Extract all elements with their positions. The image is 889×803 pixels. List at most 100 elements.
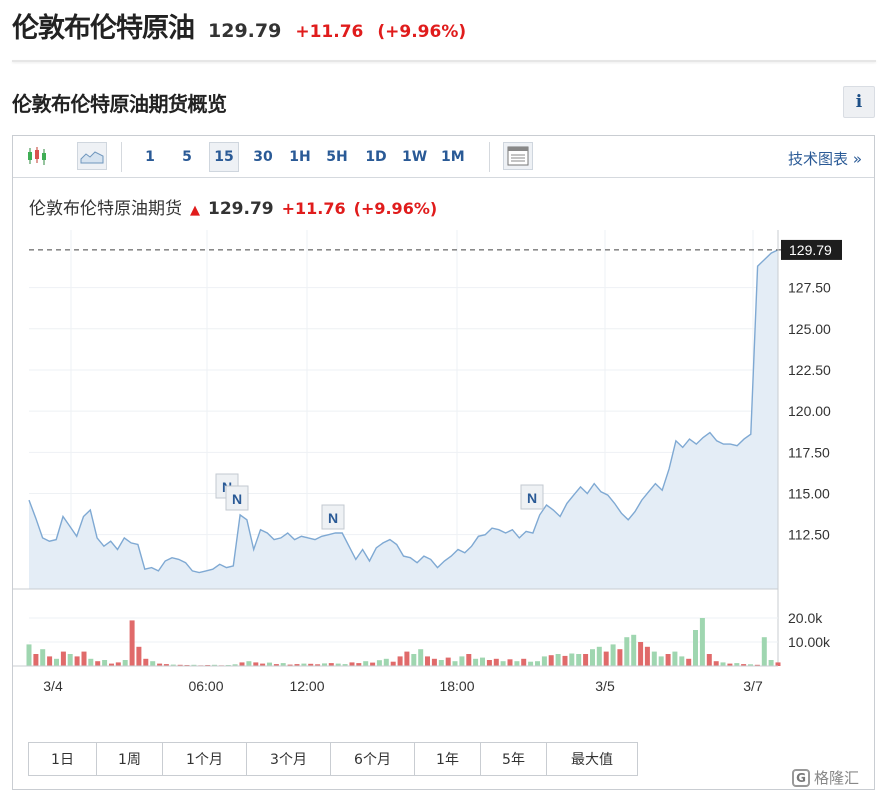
- volume-bar: [322, 663, 327, 666]
- watermark-logo-icon: G: [792, 768, 810, 787]
- interval-15[interactable]: 15: [209, 142, 239, 172]
- range-5y[interactable]: 5年: [481, 743, 547, 775]
- info-button[interactable]: i: [843, 86, 875, 118]
- volume-bar: [411, 654, 417, 666]
- news-marker: [321, 504, 345, 530]
- volume-bar: [521, 658, 527, 666]
- table-icon[interactable]: [503, 142, 533, 170]
- volume-bar: [775, 662, 781, 666]
- range-3m[interactable]: 3个月: [247, 743, 331, 775]
- volume-bar: [727, 663, 733, 666]
- news-marker: [520, 484, 544, 510]
- volume-bar: [686, 658, 692, 666]
- chart-instrument-name: 伦敦布伦特原油期货: [29, 199, 182, 219]
- interval-5[interactable]: 5: [182, 149, 192, 165]
- volume-bar: [459, 656, 465, 666]
- volume-bar: [253, 662, 259, 666]
- volume-bar: [390, 661, 396, 666]
- interval-1m[interactable]: 1M: [441, 149, 465, 165]
- volume-bar: [102, 660, 108, 666]
- volume-bar: [356, 663, 362, 666]
- header-divider: [12, 60, 876, 62]
- volume-bar: [74, 656, 80, 666]
- candlestick-icon[interactable]: [23, 142, 53, 170]
- volume-bar: [177, 664, 183, 666]
- toolbar-divider: [489, 142, 490, 172]
- range-6m[interactable]: 6个月: [331, 743, 415, 775]
- interval-5h[interactable]: 5H: [326, 149, 348, 165]
- y-tick-label: 125.00: [788, 321, 831, 337]
- volume-bar: [665, 654, 671, 666]
- volume-bar: [617, 649, 623, 666]
- x-tick-label: 12:00: [289, 678, 324, 694]
- volume-bar: [500, 661, 506, 666]
- last-price-label: 129.79: [789, 242, 832, 258]
- chart-title: 伦敦布伦特原油期货 ▲ 129.79 +11.76 (+9.96%): [29, 194, 437, 219]
- price-chart[interactable]: 112.50 115.00 117.50 120.00 122.50 125.00 127.…: [13, 136, 874, 736]
- x-tick-label: 18:00: [439, 678, 474, 694]
- area-chart-icon[interactable]: [77, 142, 107, 170]
- volume-bar: [576, 654, 582, 666]
- range-1y[interactable]: 1年: [415, 743, 481, 775]
- volume-bar: [418, 649, 424, 666]
- x-tick-label: 3/4: [43, 678, 63, 694]
- volume-bar: [315, 664, 321, 666]
- volume-bar: [562, 655, 568, 666]
- volume-bar: [47, 656, 53, 666]
- interval-1d[interactable]: 1D: [365, 149, 387, 165]
- volume-bar: [535, 661, 540, 666]
- volume-bar: [651, 651, 657, 666]
- volume-bar: [768, 660, 774, 666]
- volume-bar: [170, 664, 176, 666]
- volume-bar: [260, 663, 266, 666]
- range-1w[interactable]: 1周: [97, 743, 163, 775]
- range-max[interactable]: 最大值: [571, 752, 613, 768]
- volume-bar: [67, 654, 73, 666]
- volume-bar: [115, 662, 121, 666]
- interval-30[interactable]: 30: [253, 149, 273, 165]
- range-1m[interactable]: 1个月: [163, 743, 247, 775]
- volume-bar: [741, 664, 747, 666]
- volume-bar: [40, 649, 46, 666]
- volume-bar: [638, 642, 644, 666]
- toolbar-divider: [121, 142, 122, 172]
- volume-bar: [555, 654, 561, 666]
- volume-bar: [679, 656, 685, 666]
- volume-bar: [404, 651, 410, 666]
- volume-bar: [528, 661, 534, 666]
- volume-bar: [452, 661, 458, 666]
- volume-bar: [328, 663, 334, 666]
- volume-bar: [239, 662, 245, 666]
- volume-bar: [26, 644, 32, 666]
- volume-bar: [301, 663, 307, 666]
- price-change-percent: (+9.96%): [377, 22, 467, 42]
- volume-bar: [480, 657, 485, 666]
- volume-bar: [473, 658, 479, 666]
- volume-bar: [376, 660, 382, 666]
- volume-bar: [88, 658, 94, 666]
- volume-bar: [163, 664, 169, 666]
- range-1d[interactable]: 1日: [29, 743, 97, 775]
- volume-bar: [603, 651, 609, 666]
- interval-1[interactable]: 1: [145, 149, 155, 165]
- volume-bar: [129, 620, 135, 666]
- last-price: 129.79: [208, 20, 282, 42]
- last-price-tag: [781, 239, 842, 260]
- volume-bar: [363, 661, 369, 666]
- volume-bar: [157, 663, 163, 666]
- volume-bar: [644, 646, 650, 666]
- interval-1h[interactable]: 1H: [289, 149, 311, 165]
- volume-bar: [713, 661, 719, 666]
- volume-bar: [431, 658, 437, 666]
- volume-bar: [590, 649, 595, 666]
- interval-1w[interactable]: 1W: [402, 149, 428, 165]
- volume-bar: [273, 664, 279, 666]
- volume-bar: [466, 654, 472, 666]
- volume-bar: [658, 656, 664, 666]
- volume-bar: [507, 659, 513, 666]
- volume-bar: [143, 658, 149, 666]
- volume-bar: [122, 660, 128, 666]
- technical-chart-link[interactable]: 技术图表 »: [788, 150, 862, 168]
- y-tick-label: 117.50: [788, 444, 830, 460]
- volume-bar: [693, 630, 698, 666]
